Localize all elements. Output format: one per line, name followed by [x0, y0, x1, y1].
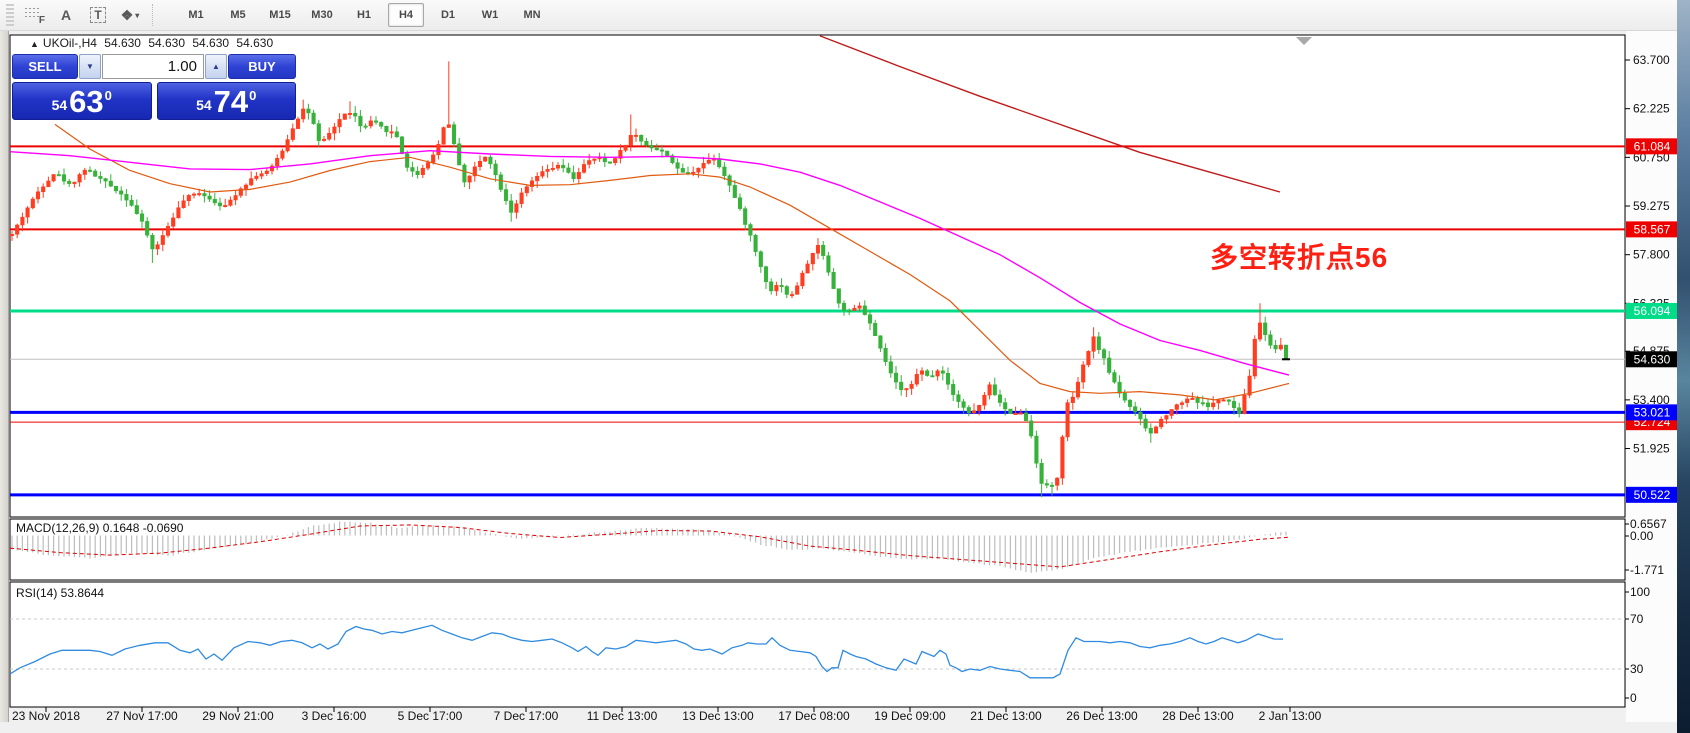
svg-text:70: 70: [1630, 612, 1644, 626]
ohlc-close: 54.630: [236, 36, 274, 50]
svg-text:17 Dec 08:00: 17 Dec 08:00: [778, 709, 850, 723]
toolbar-separator: [152, 4, 159, 26]
buy-pipette: 0: [249, 87, 257, 103]
volume-increase-button[interactable]: ▲: [205, 54, 227, 79]
svg-text:59.275: 59.275: [1633, 199, 1670, 213]
svg-text:58.567: 58.567: [1634, 222, 1671, 236]
buy-button[interactable]: BUY: [228, 54, 296, 79]
rsi-panel: [9, 581, 1626, 708]
ma-slow-line: [9, 149, 1290, 376]
timeframe-button-H4[interactable]: H4: [388, 3, 424, 27]
svg-text:23 Nov 2018: 23 Nov 2018: [12, 709, 80, 723]
svg-text:53.021: 53.021: [1634, 405, 1671, 419]
timeframe-button-H1[interactable]: H1: [356, 9, 372, 21]
svg-text:19 Dec 09:00: 19 Dec 09:00: [874, 709, 946, 723]
svg-text:100: 100: [1630, 585, 1650, 599]
horizontal-levels[interactable]: [10, 145, 1625, 497]
timeframe-button-D1[interactable]: D1: [440, 9, 456, 21]
chart-annotation-text[interactable]: 多空转折点56: [1210, 242, 1389, 273]
fibonacci-tool-icon[interactable]: F: [20, 2, 48, 28]
volume-decrease-button[interactable]: ▼: [79, 54, 101, 79]
svg-text:54.630: 54.630: [1634, 352, 1671, 366]
text-label-tool-icon[interactable]: A: [60, 7, 72, 23]
window-edge-right: [1677, 0, 1690, 733]
svg-text:62.225: 62.225: [1633, 102, 1670, 116]
price-badges: 61.08458.56756.09452.72453.02150.52254.6…: [1626, 138, 1678, 503]
one-click-trading-panel: SELL ▼ ▲ BUY 54 63 0 54 74 0: [12, 54, 296, 120]
timeframe-button-MN[interactable]: MN: [523, 9, 541, 21]
symbol-period: UKOil-,H4: [42, 36, 97, 50]
sell-big-figure: 54: [51, 97, 68, 113]
svg-text:3 Dec 16:00: 3 Dec 16:00: [302, 709, 367, 723]
svg-text:56.094: 56.094: [1634, 304, 1671, 318]
svg-text:0.00: 0.00: [1630, 529, 1654, 543]
timeframe-button-W1[interactable]: W1: [481, 9, 499, 21]
svg-text:13 Dec 13:00: 13 Dec 13:00: [682, 709, 754, 723]
timeframe-button-M15[interactable]: M15: [269, 9, 291, 21]
trend-ma-line: [819, 35, 1281, 193]
svg-text:57.800: 57.800: [1633, 248, 1670, 262]
rsi-content: [9, 618, 1625, 679]
buy-pips: 74: [213, 83, 249, 119]
macd-panel: [9, 518, 1626, 581]
toolbar: F A T ❖ ▾ M1 M5 M15 M30 H1 H4 D1 W1 MN: [0, 0, 1690, 31]
line-studies-toolbar: F A T ❖ ▾: [18, 2, 146, 28]
volume-input[interactable]: [102, 54, 204, 79]
window-edge-left: [0, 30, 9, 733]
chart-symbol-header: ▲ UKOil-,H4 54.630 54.630 54.630 54.630: [30, 36, 277, 50]
ohlc-low: 54.630: [192, 36, 230, 50]
svg-text:5 Dec 17:00: 5 Dec 17:00: [398, 709, 463, 723]
svg-text:29 Nov 21:00: 29 Nov 21:00: [202, 709, 274, 723]
macd-label: MACD(12,26,9) 0.1648 -0.0690: [16, 521, 184, 535]
svg-text:28 Dec 13:00: 28 Dec 13:00: [1162, 709, 1234, 723]
date-axis[interactable]: 23 Nov 2018 27 Nov 17:00 29 Nov 21:00 3 Dec…: [12, 707, 1322, 723]
svg-text:7 Dec 17:00: 7 Dec 17:00: [494, 709, 559, 723]
svg-text:26 Dec 13:00: 26 Dec 13:00: [1066, 709, 1138, 723]
collapse-triangle-icon[interactable]: ▲: [30, 39, 39, 49]
buy-big-figure: 54: [196, 97, 212, 113]
text-tool-icon[interactable]: T: [84, 2, 112, 28]
svg-text:50.522: 50.522: [1634, 488, 1671, 502]
timeframe-toolbar: M1 M5 M15 M30 H1 H4 D1 W1 MN: [175, 3, 553, 27]
svg-text:30: 30: [1630, 662, 1644, 676]
svg-text:27 Nov 17:00: 27 Nov 17:00: [106, 709, 178, 723]
sell-button[interactable]: SELL: [12, 54, 78, 79]
svg-text:0.6567: 0.6567: [1630, 517, 1667, 531]
sell-pipette: 0: [104, 87, 112, 103]
chart-shift-triangle-icon[interactable]: [1296, 37, 1312, 45]
ohlc-open: 54.630: [104, 36, 141, 50]
timeframe-button-M30[interactable]: M30: [311, 9, 333, 21]
timeframe-button-M1[interactable]: M1: [188, 9, 204, 21]
svg-text:2 Jan 13:00: 2 Jan 13:00: [1259, 709, 1322, 723]
ma-fast-line: [54, 123, 1290, 401]
rsi-label: RSI(14) 53.8644: [16, 586, 104, 600]
svg-text:0: 0: [1630, 691, 1637, 705]
svg-text:61.084: 61.084: [1634, 139, 1671, 153]
window-edge-bottom: [0, 722, 1690, 733]
toolbar-grip[interactable]: [6, 4, 14, 26]
svg-text:21 Dec 13:00: 21 Dec 13:00: [970, 709, 1042, 723]
macd-content: [9, 521, 1290, 573]
sell-price-display[interactable]: 54 63 0: [12, 82, 152, 120]
svg-text:51.925: 51.925: [1633, 442, 1670, 456]
shapes-tool-icon[interactable]: ❖ ▾: [120, 6, 140, 23]
svg-text:11 Dec 13:00: 11 Dec 13:00: [587, 709, 658, 723]
svg-text:-1.771: -1.771: [1630, 563, 1664, 577]
ohlc-high: 54.630: [148, 36, 186, 50]
buy-price-display[interactable]: 54 74 0: [156, 82, 296, 120]
svg-text:53.400: 53.400: [1633, 393, 1670, 407]
sell-pips: 63: [69, 83, 104, 119]
candles-layer: [9, 61, 1289, 498]
timeframe-button-M5[interactable]: M5: [230, 9, 246, 21]
svg-text:63.700: 63.700: [1633, 53, 1670, 67]
